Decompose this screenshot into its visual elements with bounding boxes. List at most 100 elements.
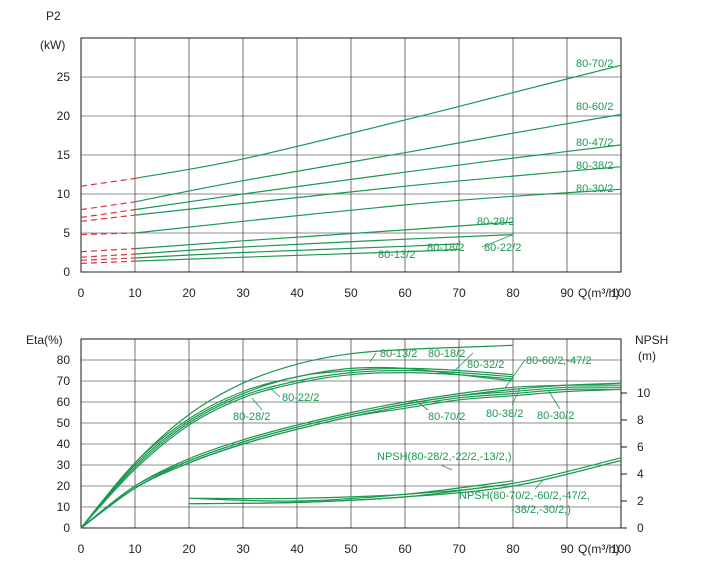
power-extrapolation-dash bbox=[80, 253, 136, 258]
eta-x-tick-label: 60 bbox=[398, 542, 412, 556]
eta-series-label: NPSH(80-70/2,-60/2,-47/2, bbox=[459, 490, 590, 502]
leader-line bbox=[504, 359, 526, 389]
power-curve-80-18-2 bbox=[134, 243, 460, 259]
power-x-tick-label: 30 bbox=[236, 286, 250, 300]
power-series-label: 80-30/2 bbox=[576, 183, 613, 195]
power-curve-80-22-2 bbox=[134, 234, 514, 255]
eta-series-label: 80-18/2 bbox=[428, 348, 465, 360]
power-extrapolation-dash bbox=[80, 248, 136, 253]
eta-y-tick-label: 20 bbox=[57, 479, 71, 493]
power-series-label: 80-22/2 bbox=[484, 242, 521, 254]
npsh-curve bbox=[188, 480, 514, 502]
eta-y-tick-label: 40 bbox=[57, 437, 71, 451]
eta-curve-80-28-2 bbox=[80, 371, 514, 529]
power-x-tick-label: 90 bbox=[560, 286, 574, 300]
power-ylabel-unit: (kW) bbox=[40, 38, 65, 52]
eta-y-tick-label: 60 bbox=[57, 395, 71, 409]
npsh-tick-label: 2 bbox=[637, 494, 644, 508]
power-extrapolation-dash bbox=[80, 209, 136, 218]
eta-y-tick-label: 10 bbox=[57, 500, 71, 514]
eta-series-label: 80-30/2 bbox=[537, 410, 574, 422]
eta-y-tick-label: 0 bbox=[63, 521, 70, 535]
power-series-label: 80-18/2 bbox=[427, 242, 464, 254]
npsh-tick-label: 4 bbox=[637, 467, 644, 481]
power-curve-80-60-2 bbox=[134, 113, 622, 203]
power-extrapolation-dash bbox=[80, 232, 136, 236]
power-series-label: 80-60/2 bbox=[576, 101, 613, 113]
leader-line bbox=[547, 389, 561, 410]
eta-y-tick-label: 80 bbox=[57, 353, 71, 367]
power-extrapolation-dash bbox=[80, 257, 136, 261]
eta-x-tick-label: 80 bbox=[506, 542, 520, 556]
npsh-ylabel: NPSH bbox=[635, 333, 668, 347]
eta-curve-80-47-2 bbox=[80, 384, 622, 529]
eta-curve-80-30-2 bbox=[80, 388, 622, 529]
power-x-tick-label: 10 bbox=[128, 286, 142, 300]
eta-ylabel: Eta(%) bbox=[26, 333, 63, 347]
power-x-tick-label: 100 bbox=[611, 286, 631, 300]
npsh-ylabel-unit: (m) bbox=[638, 349, 656, 363]
eta-series-label: NPSH(80-28/2,-22/2,-13/2,) bbox=[377, 451, 512, 463]
eta-x-tick-label: 90 bbox=[560, 542, 574, 556]
power-x-tick-label: 50 bbox=[344, 286, 358, 300]
power-x-tick-label: 40 bbox=[290, 286, 304, 300]
power-x-tick-label: 60 bbox=[398, 286, 412, 300]
power-y-tick-label: 0 bbox=[63, 265, 70, 279]
power-curve-80-30-2 bbox=[134, 188, 622, 234]
power-xlabel: Q(m³/h) bbox=[578, 286, 619, 300]
eta-y-tick-label: 30 bbox=[57, 458, 71, 472]
eta-series-label: 80-28/2 bbox=[233, 411, 270, 423]
npsh-tick-label: 0 bbox=[637, 521, 644, 535]
power-curve-labels: 80-70/2 80-60/2 80-47/2 80-38/2 80-30/2 80-28… bbox=[378, 58, 613, 261]
eta-curves bbox=[80, 344, 622, 529]
eta-curve-80-38-2 bbox=[80, 386, 622, 529]
leader-line bbox=[481, 234, 514, 248]
eta-series-label: 80-38/2 bbox=[486, 408, 523, 420]
leader-line bbox=[451, 352, 474, 374]
power-series-label: 80-38/2 bbox=[576, 160, 613, 172]
npsh-curve bbox=[188, 457, 622, 500]
power-x-tick-label: 70 bbox=[452, 286, 466, 300]
eta-x-tick-label: 10 bbox=[128, 542, 142, 556]
eta-curve-80-18-2 bbox=[80, 367, 514, 529]
power-y-tick-label: 5 bbox=[63, 226, 70, 240]
npsh-tick-label: 8 bbox=[637, 413, 644, 427]
eta-tick-labels: 0 10 20 30 40 50 60 70 80 90 100 0 10 20 30 40 50 60 70 80 0… bbox=[57, 353, 651, 556]
power-ylabel: P2 bbox=[46, 9, 61, 23]
leader-line bbox=[269, 387, 281, 398]
eta-curve-80-22-2 bbox=[80, 369, 514, 529]
power-curve-80-28-2 bbox=[134, 221, 514, 250]
power-curves bbox=[80, 64, 622, 265]
leader-line bbox=[440, 464, 453, 471]
power-x-tick-label: 20 bbox=[182, 286, 196, 300]
power-extrapolation-dash bbox=[80, 201, 136, 211]
power-y-tick-label: 25 bbox=[57, 70, 71, 84]
eta-series-label: 80-32/2 bbox=[467, 359, 504, 371]
eta-series-label: -38/2,-30/2,) bbox=[511, 504, 571, 516]
eta-x-tick-label: 70 bbox=[452, 542, 466, 556]
power-series-label: 80-47/2 bbox=[576, 137, 613, 149]
power-chart: 0 10 20 30 40 50 60 70 80 90 100 0 5 10 15 20 25 P2 (kW)… bbox=[40, 9, 631, 300]
power-curve-80-70-2 bbox=[134, 64, 622, 179]
eta-curve-labels: 80-13/2 80-18/280-32/2 80-60/2,-47/2 80-22/… bbox=[233, 348, 591, 516]
power-y-tick-label: 20 bbox=[57, 109, 71, 123]
npsh-tick-label: 6 bbox=[637, 440, 644, 454]
leader-line bbox=[458, 240, 461, 245]
eta-series-label: 80-60/2,-47/2 bbox=[526, 355, 591, 367]
power-x-tick-label: 80 bbox=[506, 286, 520, 300]
eta-curve-80-32-2 bbox=[80, 344, 514, 529]
eta-series-label: 80-13/2 bbox=[380, 348, 417, 360]
eta-y-tick-label: 50 bbox=[57, 416, 71, 430]
leader-line bbox=[369, 352, 377, 363]
npsh-tick-label: 10 bbox=[637, 386, 651, 400]
power-tick-labels: 0 10 20 30 40 50 60 70 80 90 100 0 5 10 15 20 25 bbox=[57, 70, 632, 300]
power-extrapolation-dash bbox=[80, 260, 136, 265]
eta-x-tick-label: 20 bbox=[182, 542, 196, 556]
eta-x-tick-label: 40 bbox=[290, 542, 304, 556]
eta-x-tick-label: 50 bbox=[344, 542, 358, 556]
eta-x-tick-label: 0 bbox=[78, 542, 85, 556]
eta-series-label: 80-70/2 bbox=[428, 411, 465, 423]
efficiency-npsh-chart: 0 10 20 30 40 50 60 70 80 90 100 0 10 20 30 40 50 60 70 80 0… bbox=[26, 333, 668, 556]
eta-series-label: 80-22/2 bbox=[282, 392, 319, 404]
